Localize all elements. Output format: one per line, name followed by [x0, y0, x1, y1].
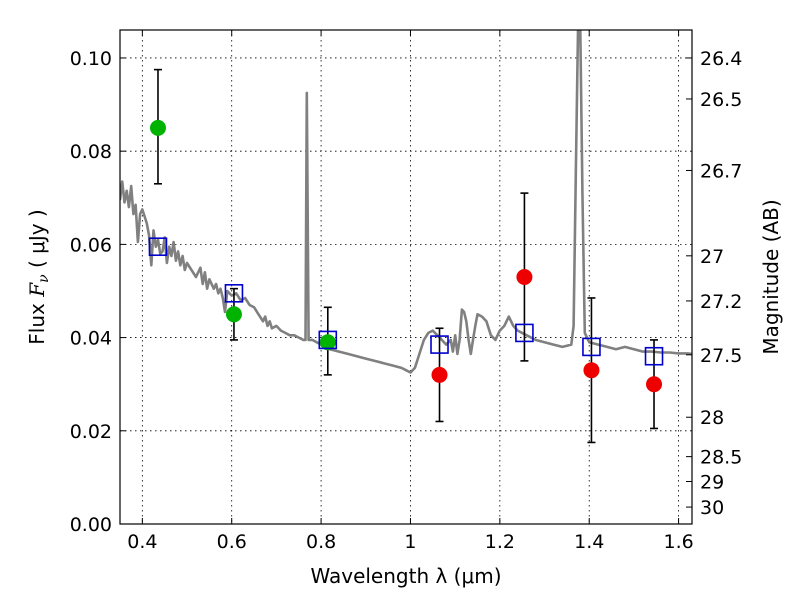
data-point: [225, 306, 242, 323]
model-photometry-square: [148, 237, 168, 257]
y2-tick-label: 28.5: [700, 447, 742, 469]
model-photometry-square: [318, 330, 338, 350]
y-axis-label-suffix: ( μJy ): [25, 209, 49, 274]
y-tick-label: 0.02: [70, 421, 112, 443]
x-tick-label: 1.2: [485, 531, 515, 553]
y2-axis-label: Magnitude (AB): [759, 199, 783, 354]
y-tick-label: 0.04: [70, 328, 112, 350]
x-tick-label: 1.6: [663, 531, 693, 553]
y-axis-label: Flux Fν ( μJy ): [25, 209, 52, 344]
data-point: [583, 362, 600, 379]
axis-ticks: 0.4 0.6 0.8 1 1.2 1.4 1.6 0.00 0.02 0.04 0.06 0.08 0…: [70, 30, 742, 553]
x-axis-label: Wavelength λ (μm): [310, 564, 501, 588]
x-tick-label: 0.6: [217, 531, 247, 553]
y2-tick-label: 26.5: [700, 89, 742, 111]
model-photometry-square: [644, 346, 664, 366]
y2-tick-label: 27: [700, 246, 724, 268]
y2-tick-label: 26.7: [700, 160, 742, 182]
data-point: [431, 366, 448, 383]
y2-tick-label: 27.2: [700, 291, 742, 313]
model-photometry-square: [224, 284, 244, 303]
y2-tick-label: 26.4: [700, 48, 742, 70]
y2-tick-label: 27.5: [700, 345, 742, 367]
y2-tick-label: 30: [700, 497, 724, 519]
data-point: [319, 334, 336, 351]
data-point: [149, 119, 166, 136]
y-tick-label: 0.10: [70, 48, 112, 70]
y-axis-label-symbol: F: [25, 282, 49, 298]
model-photometry-square: [515, 323, 534, 343]
data-point: [646, 376, 663, 393]
plot-frame: [119, 29, 693, 525]
plot-area: [120, 30, 692, 444]
x-tick-label: 0.8: [306, 531, 336, 553]
data-point: [516, 269, 533, 285]
y-tick-label: 0.08: [70, 141, 112, 163]
x-tick-label: 1.4: [574, 531, 604, 553]
y-axis-label-prefix: Flux: [25, 297, 49, 345]
x-tick-label: 0.4: [127, 531, 157, 553]
x-tick-label: 1: [404, 531, 416, 553]
y2-tick-label: 28: [700, 407, 724, 429]
model-spectrum-line: [120, 30, 692, 374]
y-tick-label: 0.00: [70, 514, 112, 536]
model-photometry-square: [430, 335, 449, 354]
y-axis-label-subscript: ν: [36, 274, 52, 283]
y-tick-label: 0.06: [70, 234, 112, 256]
model-photometry-square: [582, 337, 601, 357]
y2-tick-label: 29: [700, 471, 724, 493]
